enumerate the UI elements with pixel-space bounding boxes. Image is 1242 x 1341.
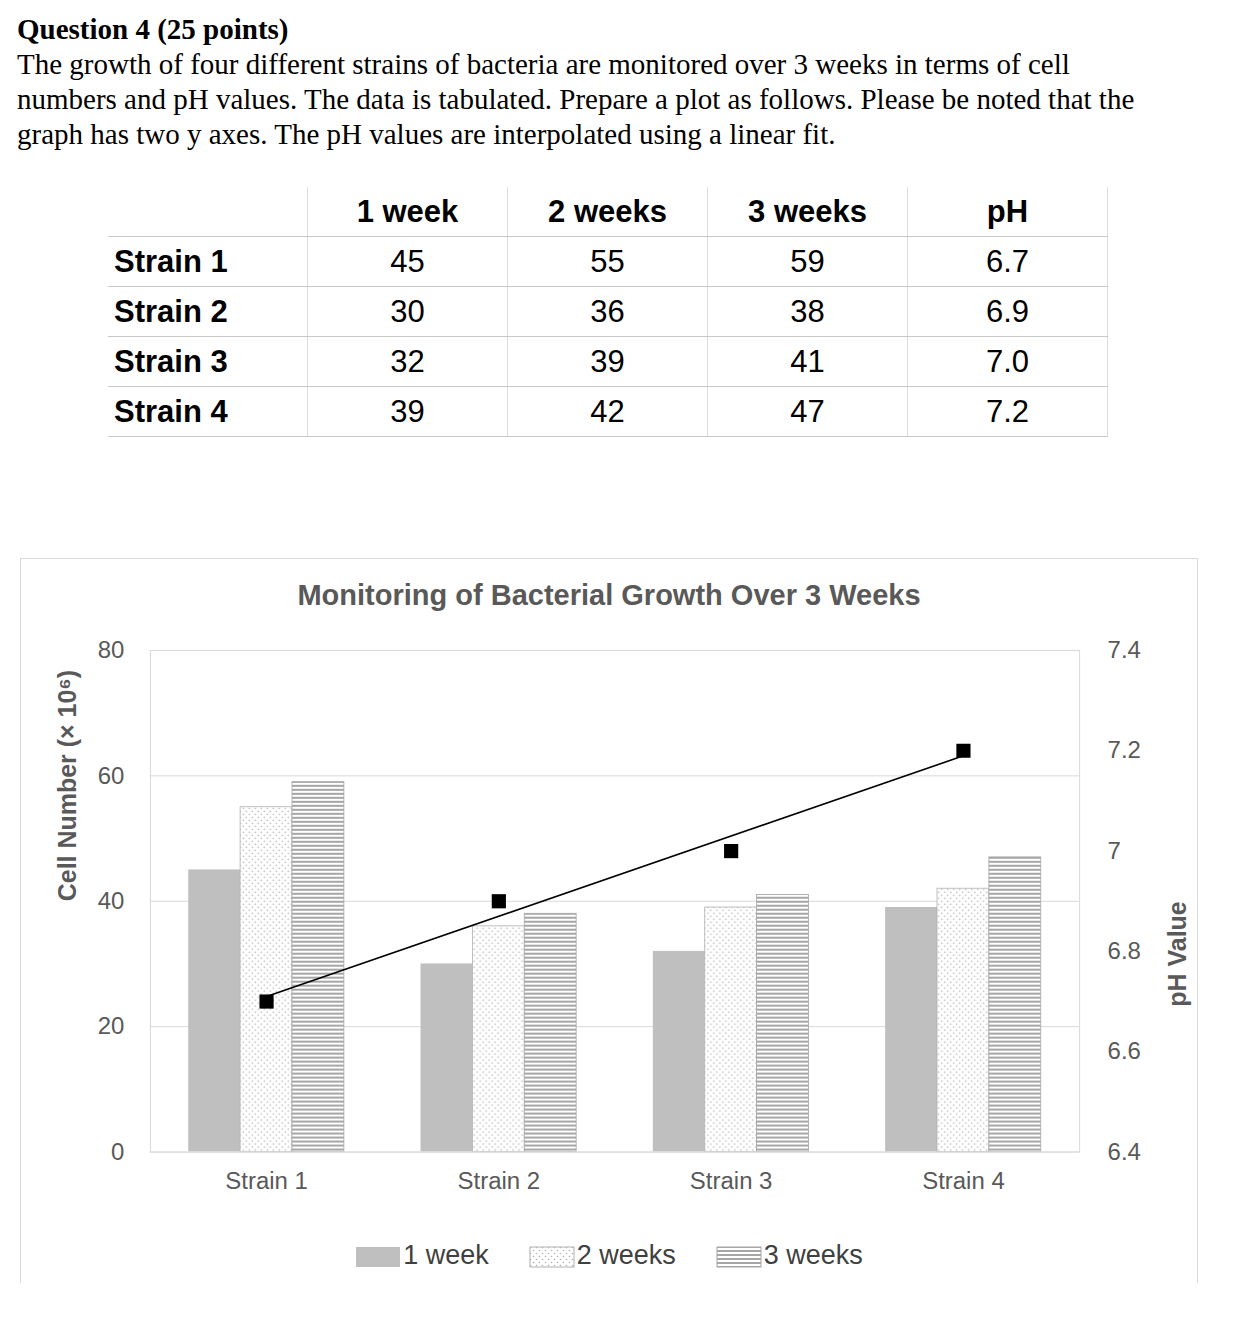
html-text:Strain 3: Strain 3 — [114, 343, 228, 379]
html-text:42: 42 — [590, 393, 625, 429]
html-text:39: 39 — [590, 343, 625, 379]
svg-text:20: 20 — [98, 1012, 125, 1039]
html-text:6.7: 6.7 — [985, 243, 1029, 279]
html-text:59: 59 — [790, 243, 825, 279]
html-text:1 week: 1 week — [403, 1240, 489, 1271]
svg-text:60: 60 — [98, 762, 125, 789]
svg-text:6.8: 6.8 — [1108, 937, 1141, 964]
html-text:7.0: 7.0 — [985, 343, 1029, 379]
svg-text:7: 7 — [1108, 837, 1121, 864]
html-text:38: 38 — [790, 293, 825, 329]
html-text:3 weeks: 3 weeks — [763, 1240, 863, 1271]
html-text:The growth of four different s: The growth of four different strains of … — [17, 48, 1070, 80]
svg-text:40: 40 — [98, 887, 125, 914]
svg-text:Cell Number (× 10⁶): Cell Number (× 10⁶) — [53, 670, 81, 901]
html-text:32: 32 — [390, 343, 425, 379]
html-text:6.9: 6.9 — [985, 293, 1029, 329]
html-text:41: 41 — [790, 343, 825, 379]
html-text:graph has two y axes. The pH v: graph has two y axes. The pH values are … — [17, 118, 836, 150]
html-text:Monitoring of Bacterial Growth: Monitoring of Bacterial Growth Over 3 We… — [297, 579, 921, 611]
html-text:Strain 4: Strain 4 — [114, 393, 228, 429]
html-text:pH: pH — [986, 193, 1029, 229]
html-text:47: 47 — [790, 393, 825, 429]
html-text:45: 45 — [390, 243, 425, 279]
html-text:2 weeks: 2 weeks — [576, 1240, 676, 1271]
svg-text:0: 0 — [111, 1138, 124, 1165]
html-text:30: 30 — [390, 293, 425, 329]
svg-text:Strain 4: Strain 4 — [922, 1167, 1005, 1194]
html-text:55: 55 — [590, 243, 625, 279]
html-text:Question 4 (25 points): Question 4 (25 points) — [17, 13, 289, 45]
html-text:Strain 1: Strain 1 — [114, 243, 228, 279]
html-text:36: 36 — [590, 293, 625, 329]
html-text:7.2: 7.2 — [985, 393, 1029, 429]
svg-text:pH Value: pH Value — [1162, 901, 1190, 1007]
svg-text:6.4: 6.4 — [1108, 1138, 1141, 1165]
html-text:2 weeks: 2 weeks — [548, 193, 667, 229]
svg-text:Strain 2: Strain 2 — [458, 1167, 541, 1194]
svg-text:Strain 1: Strain 1 — [225, 1167, 308, 1194]
html-text:1 week: 1 week — [356, 193, 459, 229]
html-text:3 weeks: 3 weeks — [748, 193, 867, 229]
svg-text:6.6: 6.6 — [1108, 1037, 1141, 1064]
svg-text:7.4: 7.4 — [1108, 636, 1141, 663]
html-text:39: 39 — [390, 393, 425, 429]
svg-text:80: 80 — [98, 636, 125, 663]
html-text:Strain 2: Strain 2 — [114, 293, 228, 329]
html-text:numbers and pH values. The dat: numbers and pH values. The data is tabul… — [17, 83, 1135, 115]
svg-text:7.2: 7.2 — [1108, 736, 1141, 763]
svg-text:Strain 3: Strain 3 — [690, 1167, 773, 1194]
